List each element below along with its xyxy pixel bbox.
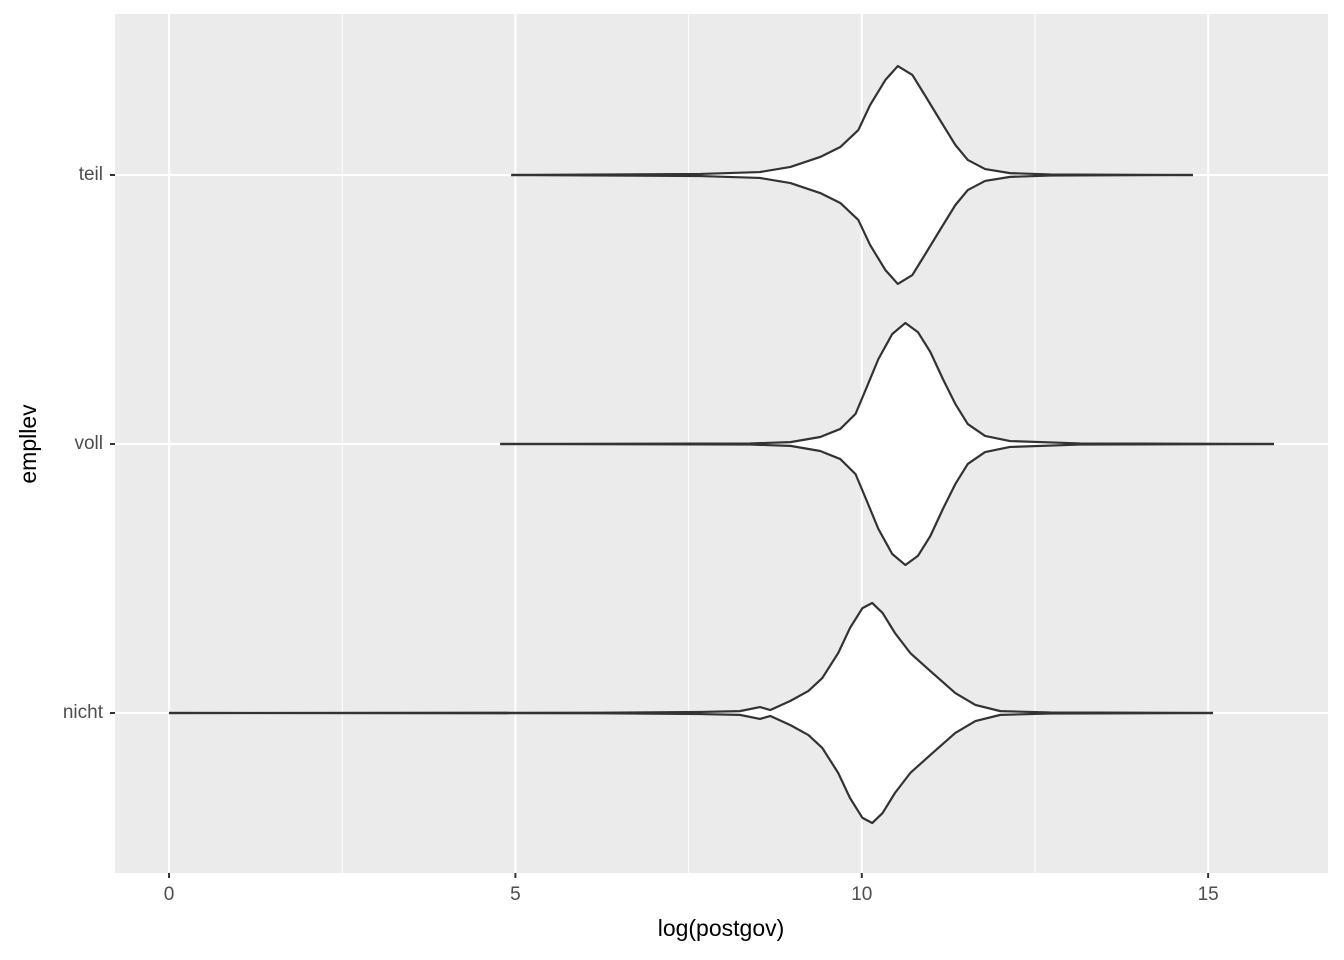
x-tick-label: 5	[510, 884, 521, 905]
x-tick-label: 0	[164, 884, 175, 905]
violin-outline	[511, 64, 1193, 177]
y-tick-label: voll	[74, 433, 103, 454]
violin-outline	[169, 601, 1214, 715]
violin-outline	[500, 442, 1274, 567]
x-axis-title: log(postgov)	[658, 915, 785, 941]
violin-outline	[169, 711, 1214, 825]
y-tick-label: teil	[79, 164, 103, 185]
x-tick-label: 10	[851, 884, 872, 905]
violin-outline	[511, 173, 1193, 286]
violin-outline	[500, 321, 1274, 446]
y-axis-title: empllev	[15, 404, 41, 484]
y-tick-label: nicht	[63, 702, 104, 723]
x-tick-label: 15	[1198, 884, 1219, 905]
